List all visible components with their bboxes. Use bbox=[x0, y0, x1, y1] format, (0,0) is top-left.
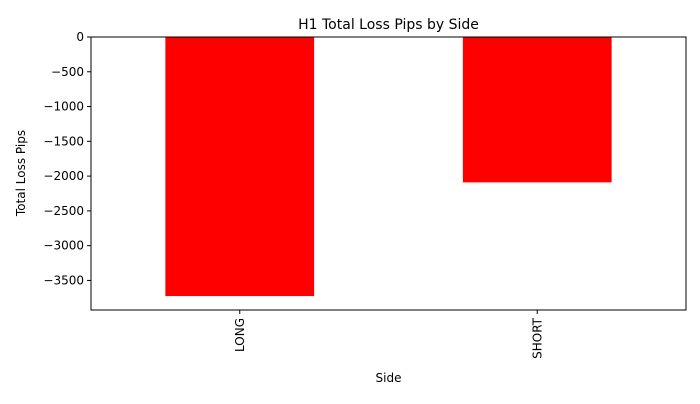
y-tick-label: −500 bbox=[51, 65, 84, 79]
y-tick-label: −3500 bbox=[43, 273, 84, 287]
y-tick-label: −1000 bbox=[43, 100, 84, 114]
chart-title: H1 Total Loss Pips by Side bbox=[298, 17, 479, 33]
x-tick-label-long: LONG bbox=[233, 318, 247, 352]
axes-layer: LONG SHORT 0 −500 −1000 −1500 −2000 −2500 −3000 −… bbox=[43, 30, 687, 359]
y-tick-label: −3000 bbox=[43, 239, 84, 253]
y-axis-label: Total Loss Pips bbox=[14, 130, 28, 217]
bar-long bbox=[165, 37, 315, 297]
y-tick-label: 0 bbox=[76, 30, 84, 44]
y-tick-label: −2000 bbox=[43, 169, 84, 183]
x-axis-label: Side bbox=[376, 371, 402, 385]
bar-short bbox=[462, 37, 612, 183]
y-tick-label: −2500 bbox=[43, 204, 84, 218]
plot-frame bbox=[90, 36, 687, 311]
y-tick-label: −1500 bbox=[43, 134, 84, 148]
x-tick-label-short: SHORT bbox=[530, 317, 544, 359]
bars-layer bbox=[165, 37, 612, 297]
